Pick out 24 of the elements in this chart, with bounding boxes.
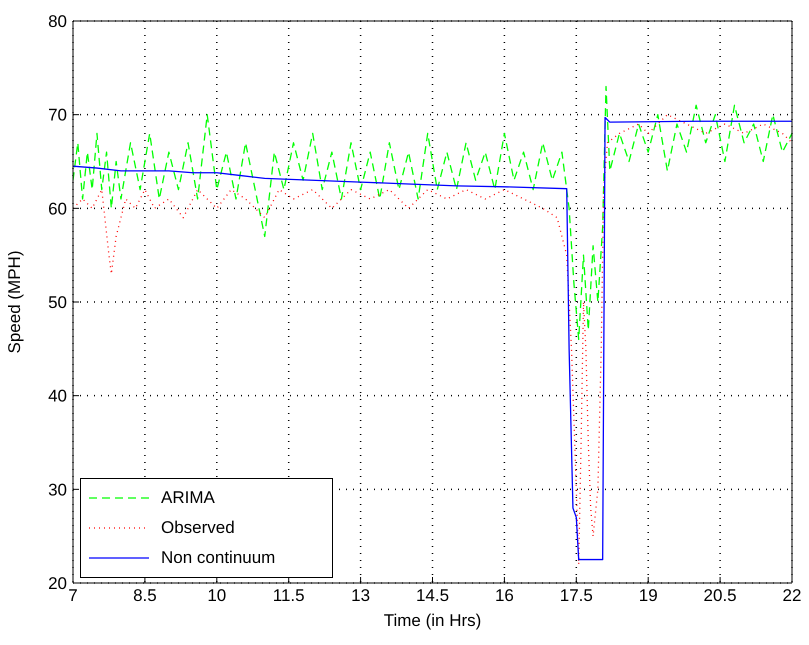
x-axis-title: Time (in Hrs) <box>384 611 482 630</box>
x-tick-label: 13 <box>351 586 370 606</box>
x-tick-label: 19 <box>638 586 658 606</box>
legend-label: Non continuum <box>161 547 276 569</box>
x-tick-label: 16 <box>494 586 514 606</box>
legend-label: ARIMA <box>161 487 215 509</box>
y-tick-label: 60 <box>48 199 67 218</box>
y-axis-title: Speed (MPH) <box>5 250 24 354</box>
x-tick-label: 22 <box>782 586 802 606</box>
x-tick-label: 11.5 <box>272 586 305 606</box>
x-tick-label: 7 <box>68 586 78 606</box>
y-tick-label: 50 <box>48 293 67 312</box>
x-tick-label: 10 <box>207 586 226 606</box>
x-tick-label: 8.5 <box>133 586 157 606</box>
legend-label: Observed <box>161 517 235 539</box>
y-tick-label: 80 <box>48 12 67 32</box>
line-series <box>73 86 792 340</box>
y-tick-label: 40 <box>48 386 67 406</box>
x-tick-label: 14.5 <box>416 586 450 606</box>
y-tick-label: 30 <box>48 480 67 500</box>
x-tick-label: 17.5 <box>560 586 593 606</box>
x-tick-label: 20.5 <box>704 586 737 606</box>
y-tick-label: 70 <box>48 106 67 125</box>
y-tick-label: 20 <box>48 574 67 594</box>
